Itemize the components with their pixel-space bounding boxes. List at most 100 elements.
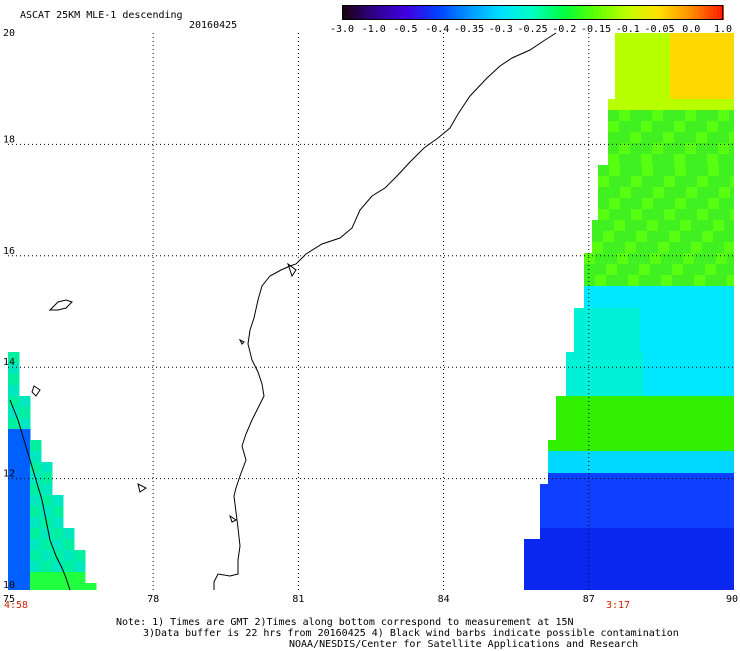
colorbar-segment xyxy=(649,5,655,20)
swath-cell xyxy=(642,176,654,188)
swath-cell xyxy=(566,363,578,375)
swath-cell xyxy=(680,462,692,474)
swath-cell xyxy=(685,154,697,166)
swath-cell xyxy=(590,561,602,573)
swath-cell xyxy=(540,517,552,529)
colorbar-segment xyxy=(551,5,556,20)
swath-cell xyxy=(666,429,678,441)
swath-cell xyxy=(663,99,675,111)
swath-cell xyxy=(710,429,722,441)
swath-cell xyxy=(703,44,715,56)
swath-cell xyxy=(666,396,678,408)
swath-cell xyxy=(606,484,618,496)
swath-cell xyxy=(621,352,633,364)
swath-cell xyxy=(63,528,75,540)
swath-cell xyxy=(659,55,671,67)
swath-cell xyxy=(620,176,632,188)
colorbar-segment xyxy=(592,5,597,20)
swath-cell xyxy=(41,583,53,590)
swath-cell xyxy=(615,33,627,45)
swath-cell xyxy=(696,110,708,122)
swath-cell xyxy=(568,583,580,590)
swath-cell xyxy=(644,407,656,419)
swath-cell xyxy=(709,374,721,386)
swath-cell xyxy=(686,165,698,177)
swath-cell xyxy=(661,495,673,507)
swath-cell xyxy=(672,506,684,518)
swath-cell xyxy=(670,55,682,67)
swath-cell xyxy=(535,539,547,551)
swath-cell xyxy=(650,275,662,287)
swath-cell xyxy=(621,363,633,375)
swath-cell xyxy=(650,297,662,309)
swath-cell xyxy=(676,352,688,364)
swath-cell xyxy=(601,550,613,562)
colorbar-segment xyxy=(697,5,702,20)
colorbar-segment xyxy=(691,5,696,20)
swath-cell xyxy=(647,242,659,254)
swath-cell xyxy=(722,550,734,562)
swath-cell xyxy=(630,99,642,111)
swath-cell xyxy=(692,33,704,45)
swath-cell xyxy=(540,506,552,518)
swath-cell xyxy=(658,231,670,243)
lon-tick-label: 75 xyxy=(3,594,15,605)
swath-cell xyxy=(610,385,622,397)
swath-cell xyxy=(584,275,596,287)
swath-cell xyxy=(675,176,687,188)
swath-cell xyxy=(30,495,42,507)
swath-cell xyxy=(707,121,719,133)
lat-tick-label: 20 xyxy=(3,28,15,39)
swath-cell xyxy=(573,528,585,540)
swath-cell xyxy=(637,88,649,100)
colorbar-segment xyxy=(437,5,442,20)
swath-cell xyxy=(596,330,608,342)
colorbar-segment xyxy=(411,5,417,20)
swath-cell xyxy=(52,539,64,551)
island-3 xyxy=(137,483,147,493)
india-east-coast xyxy=(213,32,557,590)
swath-cell xyxy=(702,451,714,463)
swath-cell xyxy=(661,286,673,298)
swath-cell xyxy=(672,517,684,529)
swath-cell xyxy=(672,297,684,309)
swath-cell xyxy=(584,484,596,496)
swath-cell xyxy=(524,572,536,584)
swath-cell xyxy=(74,572,86,584)
swath-cell xyxy=(8,396,20,408)
swath-cell xyxy=(615,77,627,89)
swath-cell xyxy=(654,363,666,375)
swath-cell xyxy=(574,308,586,320)
swath-cell xyxy=(568,572,580,584)
swath-cell xyxy=(706,319,718,331)
swath-cell xyxy=(595,484,607,496)
swath-cell xyxy=(636,451,648,463)
island-6 xyxy=(287,262,297,278)
swath-cell xyxy=(606,517,618,529)
swath-cell xyxy=(694,264,706,276)
swath-cell xyxy=(8,451,20,463)
colorbar-segment xyxy=(538,5,544,20)
colorbar-segment xyxy=(669,5,674,20)
swath-cell xyxy=(709,352,721,364)
colorbar-segment xyxy=(386,5,391,20)
swath-cell xyxy=(721,418,733,430)
swath-cell xyxy=(562,495,574,507)
note-line-3: NOAA/NESDIS/Center for Satellite Applica… xyxy=(289,639,639,650)
swath-cell xyxy=(681,66,693,78)
swath-cell xyxy=(724,440,734,452)
swath-cell xyxy=(601,572,613,584)
swath-cell xyxy=(636,473,648,485)
swath-cell xyxy=(658,242,670,254)
swath-cell xyxy=(598,198,610,210)
colorbar-segment xyxy=(367,5,372,20)
colorbar-segment xyxy=(545,5,550,20)
swath-cell xyxy=(540,484,552,496)
swath-cell xyxy=(85,583,97,590)
swath-cell xyxy=(632,352,644,364)
swath-cell xyxy=(8,539,20,551)
colorbar-segment xyxy=(430,5,436,20)
colorbar-segment xyxy=(554,5,559,20)
note-line-1: Note: 1) Times are GMT 2)Times along bot… xyxy=(116,617,574,628)
swath-cell xyxy=(588,374,600,386)
